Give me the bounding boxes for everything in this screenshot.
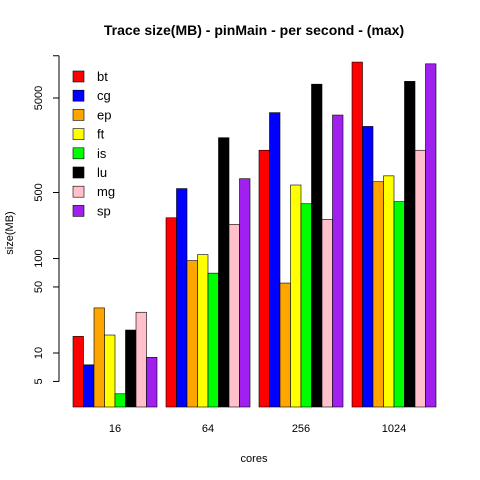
x-tick-label: 16	[109, 423, 121, 435]
bar-ft-256	[290, 184, 302, 408]
bar-ft-1024	[383, 175, 395, 408]
bar-lu-16	[125, 329, 137, 408]
y-tick-label: 50	[33, 281, 45, 293]
legend-label-bt: bt	[97, 69, 108, 84]
y-tick-label: 10	[33, 347, 45, 359]
bar-cg-1024	[362, 126, 374, 408]
bar-lu-256	[311, 83, 323, 408]
bar-lu-1024	[404, 81, 416, 408]
bar-ep-64	[186, 260, 198, 408]
bar-is-1024	[393, 201, 405, 408]
bar-mg-1024	[414, 149, 426, 408]
x-tick-label: 256	[292, 423, 310, 435]
bar-ft-64	[197, 254, 209, 408]
bar-is-64	[207, 272, 219, 408]
bar-ep-1024	[372, 181, 384, 408]
legend-swatch-cg	[72, 89, 85, 102]
y-tick-label: 5	[33, 378, 45, 384]
y-tick-label: 100	[33, 249, 45, 267]
y-axis: 5 10 50 100 500 5000	[33, 55, 60, 385]
legend-swatch-lu	[72, 166, 85, 179]
legend: bt cg ep ft is lu mg sp	[72, 69, 115, 218]
bar-bt-256	[258, 149, 270, 408]
legend-swatch-is	[72, 147, 85, 160]
legend-label-ep: ep	[97, 107, 111, 122]
bar-lu-64	[218, 137, 230, 408]
bar-bt-1024	[351, 61, 363, 408]
bar-mg-16	[135, 311, 147, 408]
legend-label-ft: ft	[97, 127, 105, 142]
bar-bt-16	[72, 336, 84, 408]
bar-sp-16	[146, 357, 158, 408]
x-axis-tick-labels: 16 64 256 1024	[109, 423, 406, 435]
bar-cg-16	[83, 364, 95, 408]
legend-label-mg: mg	[97, 184, 115, 199]
bar-sp-256	[332, 114, 344, 408]
bar-mg-256	[321, 219, 333, 408]
bar-ep-16	[93, 307, 105, 408]
legend-swatch-ft	[72, 128, 85, 140]
bar-cg-64	[176, 188, 188, 408]
x-tick-label: 64	[202, 423, 214, 435]
legend-swatch-mg	[72, 185, 85, 198]
bar-sp-1024	[425, 63, 437, 408]
y-tick-label: 500	[33, 183, 45, 201]
legend-swatch-sp	[72, 205, 85, 217]
legend-swatch-ep	[72, 109, 85, 121]
bar-mg-64	[228, 224, 240, 408]
legend-label-sp: sp	[97, 203, 111, 218]
bar-ep-256	[279, 282, 291, 408]
bar-bt-64	[165, 217, 177, 408]
legend-label-cg: cg	[97, 88, 111, 103]
x-axis-label: cores	[241, 453, 268, 465]
bar-is-16	[114, 393, 126, 408]
legend-label-is: is	[97, 146, 107, 161]
bars-layer	[72, 61, 437, 408]
y-tick-label: 5000	[33, 86, 45, 110]
bar-sp-64	[239, 178, 251, 408]
bar-cg-256	[269, 112, 281, 408]
x-tick-label: 1024	[382, 423, 406, 435]
legend-label-lu: lu	[97, 165, 107, 180]
legend-swatch-bt	[72, 70, 85, 83]
chart-title: Trace size(MB) - pinMain - per second - …	[104, 22, 404, 38]
bar-ft-16	[104, 334, 116, 408]
y-axis-label: size(MB)	[4, 211, 16, 254]
bar-is-256	[300, 203, 312, 408]
